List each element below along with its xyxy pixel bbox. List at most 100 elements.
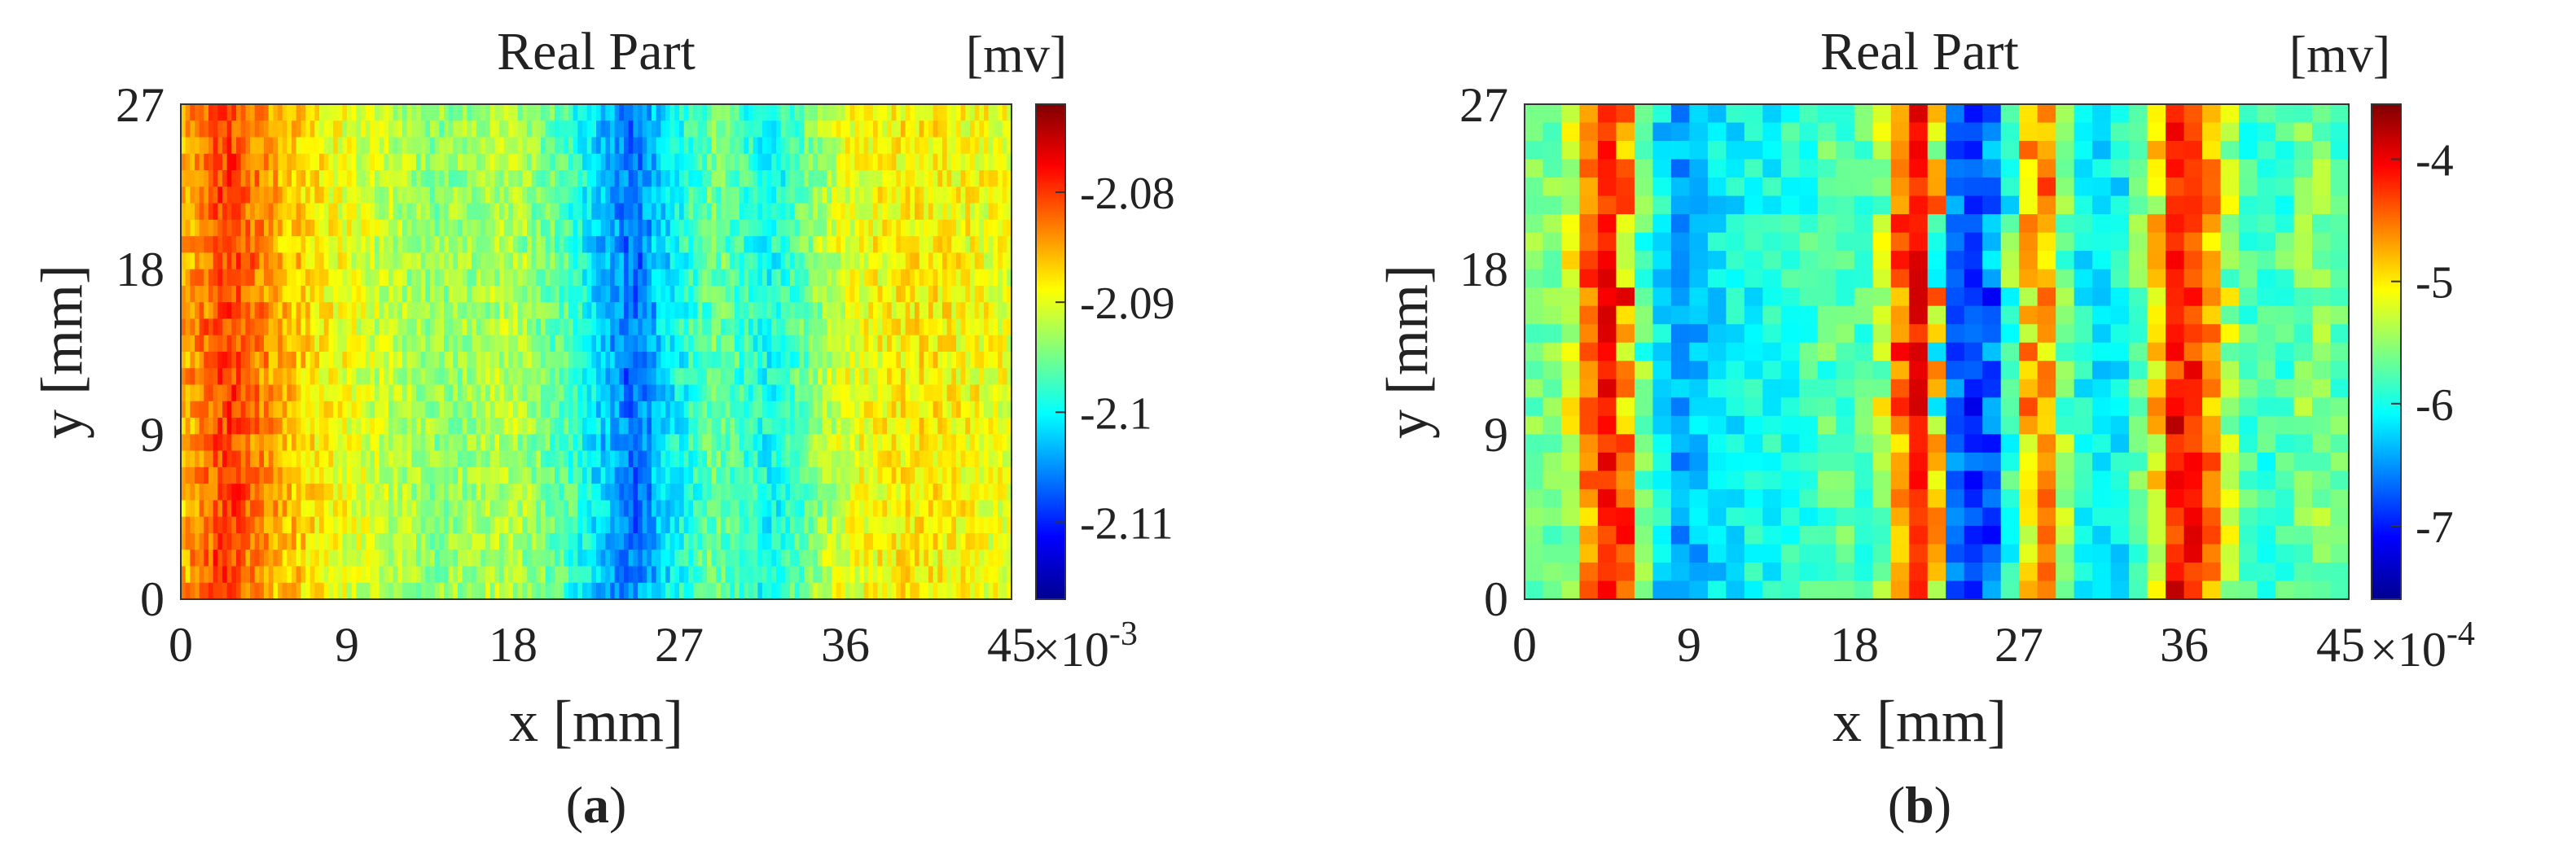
panel-a-heatmap-cell: [351, 467, 357, 484]
panel-a-heatmap-cell: [716, 401, 722, 418]
panel-a-heatmap-cell: [462, 170, 467, 187]
panel-a-heatmap-cell: [402, 352, 408, 369]
panel-a-heatmap-cell: [721, 186, 726, 204]
panel-a-heatmap-cell: [453, 401, 459, 418]
panel-a-heatmap-cell: [859, 467, 865, 484]
panel-a-heatmap-cell: [517, 352, 523, 369]
panel-a-heatmap-cell: [517, 269, 523, 287]
panel-a-heatmap-cell: [937, 532, 943, 550]
panel-a-heatmap-cell: [679, 500, 685, 518]
panel-a-heatmap-cell: [190, 418, 195, 435]
panel-a-heatmap-cell: [716, 384, 722, 402]
panel-a-heatmap-cell: [660, 484, 666, 501]
panel-a-heatmap-cell: [674, 252, 680, 270]
panel-a-heatmap-cell: [711, 318, 717, 336]
panel-a-heatmap-cell: [240, 285, 246, 303]
panel-a-heatmap-cell: [522, 550, 528, 567]
panel-a-heatmap-cell: [970, 418, 976, 435]
panel-a-heatmap-cell: [937, 137, 943, 155]
panel-a-heatmap-cell: [910, 500, 915, 518]
panel-a-heatmap-cell: [753, 550, 758, 567]
panel-a-heatmap-cell: [416, 219, 422, 237]
panel-a-heatmap-cell: [434, 532, 440, 550]
panel-a-heatmap-cell: [799, 335, 805, 353]
panel-a-heatmap-cell: [388, 186, 394, 204]
panel-a-heatmap-cell: [503, 120, 509, 138]
panel-a-heatmap-cell: [628, 318, 634, 336]
panel-a-heatmap-cell: [942, 450, 948, 468]
panel-a-heatmap-cell: [614, 352, 620, 369]
panel-a-heatmap-cell: [822, 434, 827, 452]
panel-a-heatmap-cell: [688, 137, 694, 155]
panel-a-heatmap-cell: [652, 170, 657, 187]
panel-a-heatmap-cell: [1007, 516, 1012, 534]
panel-a-heatmap-cell: [453, 302, 459, 320]
panel-a-heatmap-cell: [642, 219, 647, 237]
panel-a-heatmap-cell: [780, 252, 786, 270]
panel-a-heatmap-cell: [845, 236, 851, 253]
panel-a-heatmap-cell: [804, 384, 810, 402]
panel-a-heatmap-cell: [808, 186, 814, 204]
panel-a-heatmap-cell: [282, 203, 287, 221]
panel-a-heatmap-cell: [356, 318, 362, 336]
panel-a-heatmap-cell: [494, 484, 500, 501]
panel-a-heatmap-cell: [822, 219, 827, 237]
panel-a-heatmap-cell: [665, 170, 671, 187]
panel-a-heatmap-cell: [199, 335, 204, 353]
panel-a-heatmap-cell: [522, 335, 528, 353]
panel-a-heatmap-cell: [707, 401, 713, 418]
panel-a-heatmap-cell: [287, 137, 292, 155]
panel-a-heatmap-cell: [531, 269, 537, 287]
panel-a-heatmap-cell: [425, 500, 431, 518]
panel-a-heatmap-cell: [370, 550, 375, 567]
panel-a-heatmap-cell: [753, 450, 758, 468]
panel-a-heatmap-cell: [887, 203, 893, 221]
panel-a-heatmap-cell: [877, 252, 883, 270]
panel-a-heatmap-cell: [527, 285, 533, 303]
panel-a-heatmap-cell: [489, 516, 495, 534]
panel-a-heatmap-cell: [503, 269, 509, 287]
panel-a-heatmap-cell: [226, 203, 232, 221]
panel-a-heatmap-cell: [384, 104, 389, 121]
panel-a-heatmap-cell: [323, 384, 329, 402]
panel-a-heatmap-cell: [278, 401, 283, 418]
panel-a-heatmap-cell: [573, 269, 578, 287]
panel-a-heatmap-cell: [776, 104, 782, 121]
panel-a-heatmap-cell: [716, 550, 722, 567]
panel-a-heatmap-cell: [181, 384, 187, 402]
panel-a-heatmap-cell: [813, 153, 818, 171]
panel-a-heatmap-cell: [472, 153, 477, 171]
panel-a-heatmap-cell: [669, 434, 675, 452]
panel-a-heatmap-cell: [614, 170, 620, 187]
panel-a-heatmap-cell: [915, 384, 920, 402]
panel-a-heatmap-cell: [254, 450, 260, 468]
panel-a-heatmap-cell: [813, 532, 818, 550]
panel-a-heatmap-cell: [375, 532, 380, 550]
panel-a-heatmap-cell: [481, 532, 486, 550]
panel-a-heatmap-cell: [430, 368, 436, 386]
panel-a-heatmap-cell: [818, 384, 823, 402]
panel-a-heatmap-cell: [254, 236, 260, 253]
panel-a-heatmap-cell: [448, 467, 454, 484]
panel-a-heatmap-cell: [707, 219, 713, 237]
panel-a-heatmap-cell: [185, 252, 191, 270]
panel-a-heatmap-cell: [707, 500, 713, 518]
panel-a-heatmap-cell: [195, 302, 200, 320]
panel-a-heatmap-cell: [873, 418, 879, 435]
panel-a-heatmap-cell: [231, 418, 237, 435]
panel-a-heatmap-cell: [924, 285, 929, 303]
panel-a-heatmap-cell: [868, 418, 874, 435]
panel-a-heatmap-cell: [762, 516, 768, 534]
panel-a-heatmap-cell: [527, 516, 533, 534]
panel-a-heatmap-cell: [531, 104, 537, 121]
panel-a-heatmap-cell: [766, 401, 772, 418]
panel-a-heatmap-cell: [891, 500, 897, 518]
panel-a-heatmap-cell: [573, 285, 578, 303]
panel-a-heatmap-cell: [901, 434, 906, 452]
panel-a-heatmap-cell: [568, 302, 574, 320]
panel-a-heatmap-cell: [439, 532, 445, 550]
panel-a-heatmap-cell: [328, 302, 334, 320]
panel-a-heatmap-cell: [296, 335, 301, 353]
panel-a-heatmap-cell: [379, 368, 384, 386]
panel-a-heatmap-cell: [388, 500, 394, 518]
